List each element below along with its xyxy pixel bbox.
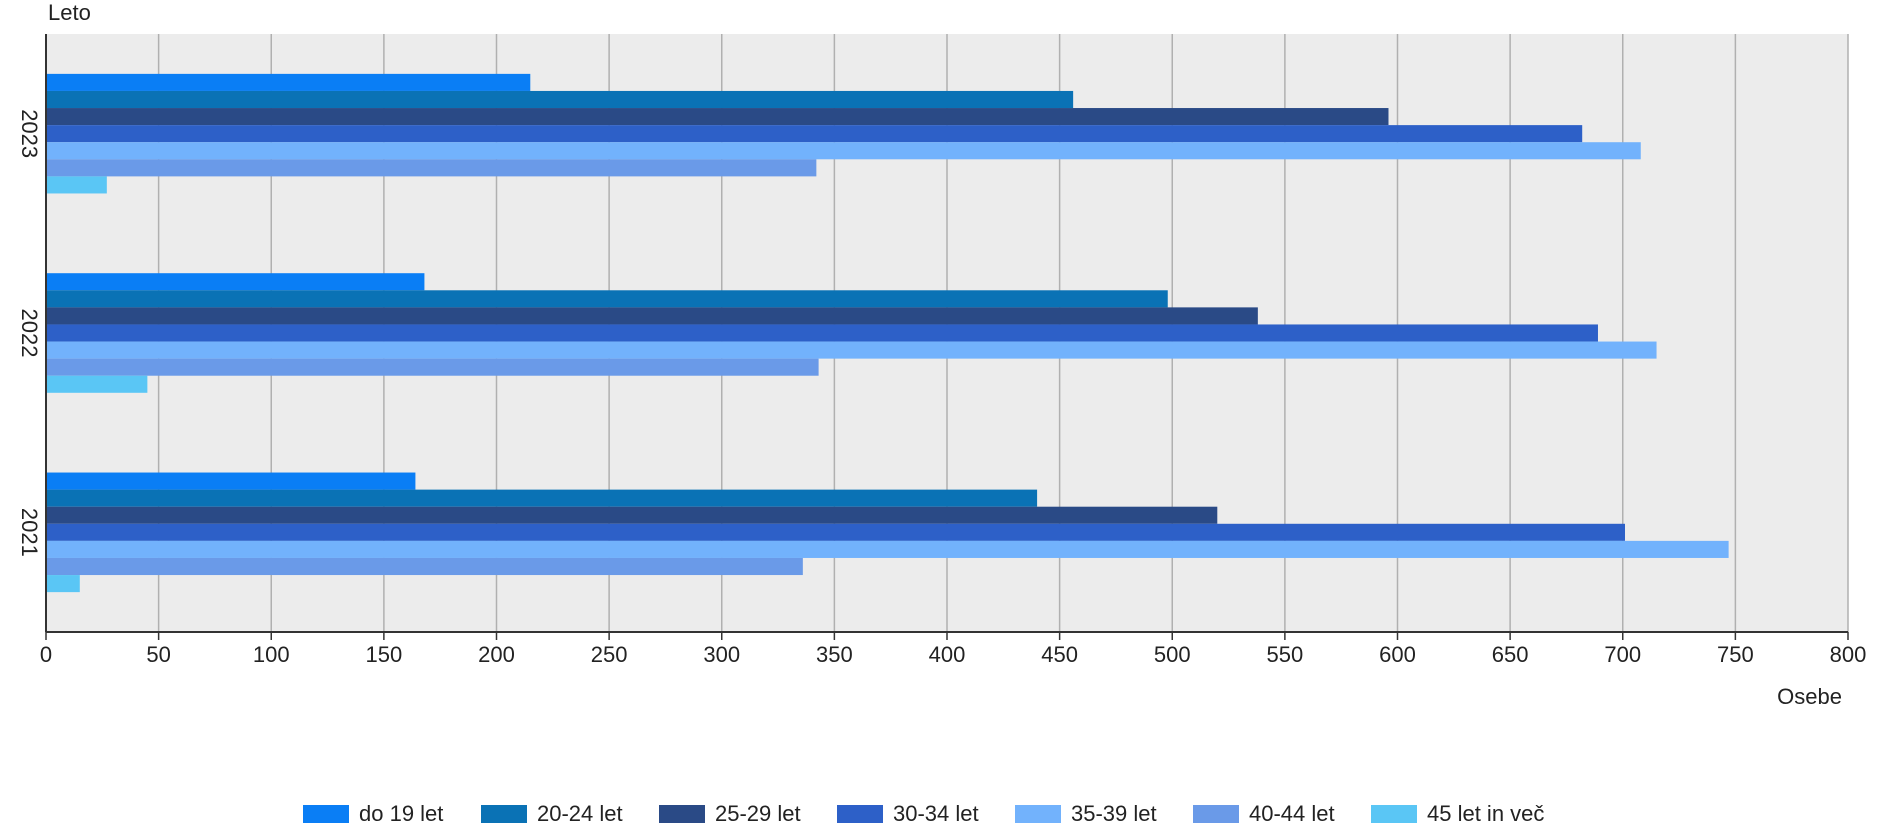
bar [46, 142, 1641, 160]
x-tick-label: 550 [1267, 642, 1304, 667]
bar [46, 176, 107, 194]
bar [46, 307, 1258, 325]
x-tick-label: 750 [1717, 642, 1754, 667]
x-tick-label: 300 [703, 642, 740, 667]
x-tick-label: 400 [929, 642, 966, 667]
bar [46, 159, 817, 177]
legend-label: 35-39 let [1071, 801, 1157, 826]
bar [46, 358, 819, 376]
legend-swatch [1193, 805, 1239, 823]
x-axis-label: Osebe [1777, 684, 1842, 709]
legend-swatch [1371, 805, 1417, 823]
x-tick-label: 800 [1830, 642, 1867, 667]
bar [46, 523, 1626, 541]
x-tick-label: 150 [366, 642, 403, 667]
x-tick-label: 500 [1154, 642, 1191, 667]
bar [46, 290, 1168, 308]
x-tick-label: 200 [478, 642, 515, 667]
bar [46, 324, 1598, 342]
bar [46, 540, 1729, 558]
x-tick-label: 600 [1379, 642, 1416, 667]
x-tick-label: 250 [591, 642, 628, 667]
bar [46, 489, 1038, 507]
legend-label: 30-34 let [893, 801, 979, 826]
bar [46, 575, 80, 593]
bar [46, 506, 1218, 524]
legend-swatch [1015, 805, 1061, 823]
legend-swatch [659, 805, 705, 823]
legend-label: 45 let in več [1427, 801, 1544, 826]
legend-swatch [303, 805, 349, 823]
legend-swatch [481, 805, 527, 823]
x-tick-label: 0 [40, 642, 52, 667]
bar [46, 341, 1657, 359]
x-tick-label: 50 [146, 642, 170, 667]
x-tick-label: 700 [1604, 642, 1641, 667]
x-tick-label: 450 [1041, 642, 1078, 667]
y-axis-label: Leto [48, 0, 91, 25]
x-tick-label: 350 [816, 642, 853, 667]
y-tick-label: 2022 [17, 309, 42, 358]
bar [46, 472, 416, 490]
bar [46, 90, 1074, 109]
bar [46, 375, 148, 393]
legend-label: 40-44 let [1249, 801, 1335, 826]
legend-label: 20-24 let [537, 801, 623, 826]
legend-label: do 19 let [359, 801, 443, 826]
bar [46, 125, 1583, 143]
legend-swatch [837, 805, 883, 823]
bar [46, 108, 1389, 126]
y-tick-label: 2021 [17, 508, 42, 557]
bar [46, 73, 531, 91]
bar [46, 557, 803, 576]
x-tick-label: 100 [253, 642, 290, 667]
bar [46, 273, 425, 291]
y-tick-label: 2023 [17, 109, 42, 158]
x-tick-label: 650 [1492, 642, 1529, 667]
legend-label: 25-29 let [715, 801, 801, 826]
